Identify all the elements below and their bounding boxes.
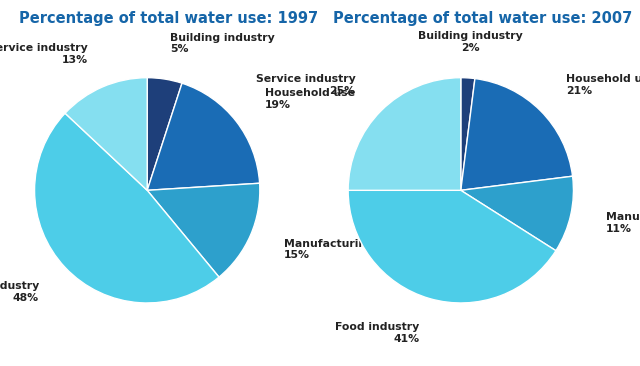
Text: Percentage of total water use: 1997: Percentage of total water use: 1997 (19, 11, 318, 26)
Text: Household use
19%: Household use 19% (265, 89, 355, 110)
Text: 5%: 5% (0, 365, 1, 366)
Wedge shape (348, 78, 461, 190)
Text: Manufacturing
15%: Manufacturing 15% (284, 239, 374, 260)
Text: Building industry
5%: Building industry 5% (170, 33, 275, 54)
Text: Food industry
48%: Food industry 48% (0, 281, 39, 303)
Wedge shape (461, 176, 573, 251)
Text: 41%: 41% (0, 365, 1, 366)
Text: 13%: 13% (0, 365, 1, 366)
Text: Manufacturing
11%: Manufacturing 11% (606, 212, 640, 234)
Text: 48%: 48% (0, 365, 1, 366)
Text: Building industry
2%: Building industry 2% (418, 31, 522, 53)
Text: 11%: 11% (0, 365, 1, 366)
Text: 19%: 19% (0, 365, 1, 366)
Wedge shape (35, 113, 219, 303)
Text: 25%: 25% (0, 365, 1, 366)
Text: Food industry
41%: Food industry 41% (335, 322, 419, 344)
Wedge shape (65, 78, 147, 190)
Text: 2%: 2% (0, 365, 1, 366)
Wedge shape (461, 78, 475, 190)
Text: Percentage of total water use: 2007: Percentage of total water use: 2007 (333, 11, 632, 26)
Text: Service industry
25%: Service industry 25% (256, 74, 356, 96)
Text: Service industry
13%: Service industry 13% (0, 43, 88, 65)
Wedge shape (147, 183, 260, 277)
Text: 21%: 21% (0, 365, 1, 366)
Text: Household use
21%: Household use 21% (566, 74, 640, 96)
Wedge shape (348, 190, 556, 303)
Text: 15%: 15% (0, 365, 1, 366)
Wedge shape (147, 78, 182, 190)
Wedge shape (461, 79, 573, 190)
Wedge shape (147, 83, 260, 190)
